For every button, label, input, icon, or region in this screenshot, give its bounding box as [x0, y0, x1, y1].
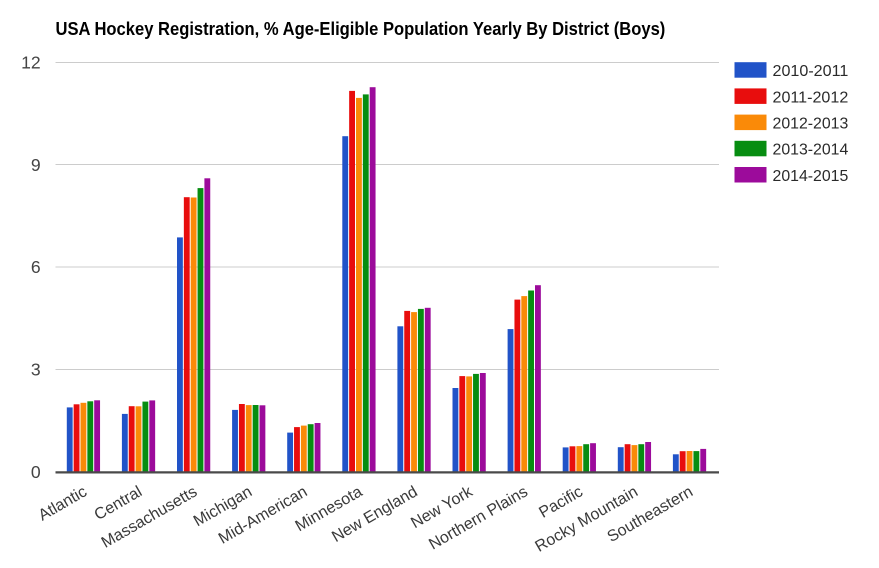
- svg-text:2010-2011: 2010-2011: [773, 63, 849, 80]
- svg-text:0: 0: [31, 462, 41, 482]
- svg-text:2013-2014: 2013-2014: [773, 142, 849, 159]
- svg-text:2011-2012: 2011-2012: [773, 89, 849, 106]
- svg-text:USA Hockey Registration, % Age: USA Hockey Registration, % Age-Eligible …: [56, 19, 666, 39]
- svg-text:2012-2013: 2012-2013: [773, 116, 849, 133]
- svg-text:3: 3: [31, 360, 41, 380]
- svg-text:9: 9: [31, 155, 41, 175]
- svg-text:2014-2015: 2014-2015: [773, 168, 849, 185]
- svg-text:6: 6: [31, 257, 41, 277]
- svg-text:12: 12: [21, 53, 41, 73]
